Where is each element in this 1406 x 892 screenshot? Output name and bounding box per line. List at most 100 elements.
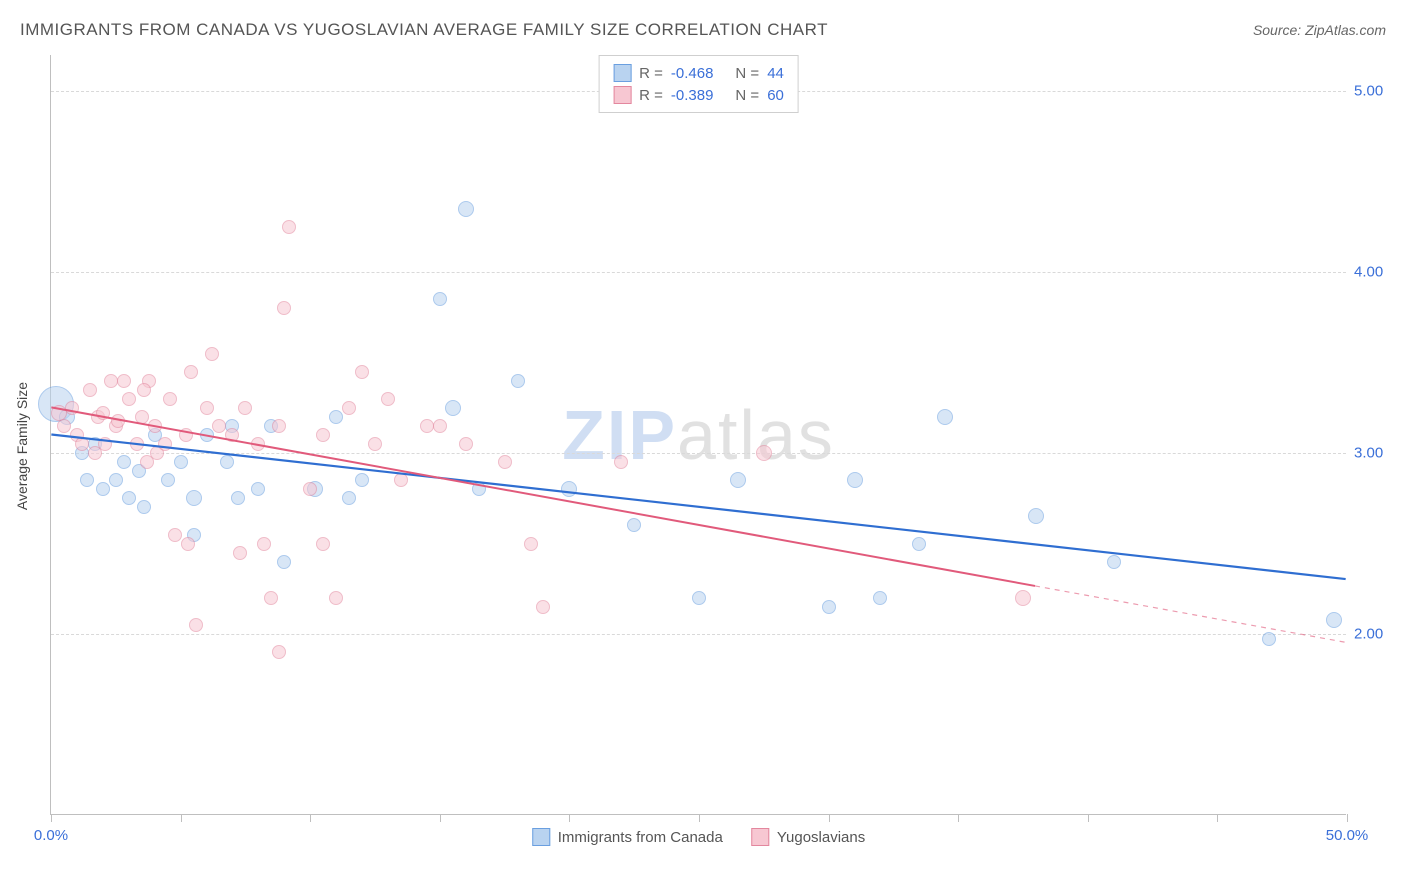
scatter-point — [205, 347, 219, 361]
title-bar: IMMIGRANTS FROM CANADA VS YUGOSLAVIAN AV… — [20, 20, 1386, 40]
scatter-point — [231, 491, 245, 505]
swatch-series-0 — [532, 828, 550, 846]
scatter-point — [238, 401, 252, 415]
scatter-point — [122, 392, 136, 406]
scatter-point — [342, 491, 356, 505]
scatter-point — [272, 645, 286, 659]
scatter-point — [272, 419, 286, 433]
scatter-point — [65, 401, 79, 415]
stat-n-value-0: 44 — [767, 65, 784, 82]
scatter-point — [168, 528, 182, 542]
watermark-light: atlas — [677, 396, 835, 474]
x-tick — [1217, 814, 1218, 822]
x-tick — [51, 814, 52, 822]
trend-lines — [51, 55, 1346, 814]
scatter-point — [498, 455, 512, 469]
scatter-point — [161, 473, 175, 487]
scatter-point — [251, 482, 265, 496]
scatter-point — [137, 500, 151, 514]
scatter-point — [98, 437, 112, 451]
stat-r-value-0: -0.468 — [671, 65, 714, 82]
scatter-point — [186, 490, 202, 506]
x-tick — [1088, 814, 1089, 822]
scatter-point — [251, 437, 265, 451]
scatter-point — [96, 406, 110, 420]
scatter-point — [381, 392, 395, 406]
stat-n-label: N = — [735, 65, 759, 82]
scatter-point — [561, 481, 577, 497]
stat-r-label: R = — [639, 87, 663, 104]
scatter-point — [137, 383, 151, 397]
scatter-point — [135, 410, 149, 424]
scatter-point — [1107, 555, 1121, 569]
bottom-legend: Immigrants from Canada Yugoslavians — [532, 828, 865, 846]
swatch-series-0 — [613, 64, 631, 82]
x-tick-label: 50.0% — [1326, 827, 1369, 844]
scatter-point — [282, 220, 296, 234]
y-tick-label: 2.00 — [1354, 626, 1402, 643]
scatter-point — [730, 472, 746, 488]
scatter-point — [181, 537, 195, 551]
scatter-point — [394, 473, 408, 487]
scatter-point — [148, 419, 162, 433]
y-tick-label: 4.00 — [1354, 264, 1402, 281]
chart-area: ZIPatlas R = -0.468 N = 44 R = -0.389 N … — [50, 55, 1346, 815]
scatter-point — [873, 591, 887, 605]
legend-item-1: Yugoslavians — [751, 828, 865, 846]
scatter-point — [257, 537, 271, 551]
x-tick — [829, 814, 830, 822]
scatter-point — [1028, 508, 1044, 524]
scatter-point — [1326, 612, 1342, 628]
scatter-point — [122, 491, 136, 505]
scatter-point — [163, 392, 177, 406]
scatter-point — [200, 428, 214, 442]
scatter-point — [75, 437, 89, 451]
scatter-point — [756, 445, 772, 461]
x-tick — [699, 814, 700, 822]
x-tick-label: 0.0% — [34, 827, 68, 844]
scatter-point — [329, 410, 343, 424]
x-tick — [569, 814, 570, 822]
swatch-series-1 — [613, 86, 631, 104]
stats-legend: R = -0.468 N = 44 R = -0.389 N = 60 — [598, 55, 799, 113]
x-tick — [310, 814, 311, 822]
scatter-point — [937, 409, 953, 425]
stats-row-0: R = -0.468 N = 44 — [613, 62, 784, 84]
scatter-point — [179, 428, 193, 442]
scatter-point — [130, 437, 144, 451]
legend-label-0: Immigrants from Canada — [558, 829, 723, 846]
scatter-point — [342, 401, 356, 415]
scatter-point — [329, 591, 343, 605]
scatter-point — [355, 365, 369, 379]
y-tick-label: 3.00 — [1354, 445, 1402, 462]
scatter-point — [96, 482, 110, 496]
scatter-point — [458, 201, 474, 217]
scatter-point — [303, 482, 317, 496]
legend-item-0: Immigrants from Canada — [532, 828, 723, 846]
scatter-point — [822, 600, 836, 614]
scatter-point — [847, 472, 863, 488]
scatter-point — [472, 482, 486, 496]
y-tick-label: 5.00 — [1354, 83, 1402, 100]
stat-r-value-1: -0.389 — [671, 87, 714, 104]
scatter-point — [189, 618, 203, 632]
chart-source: Source: ZipAtlas.com — [1253, 22, 1386, 38]
x-tick — [181, 814, 182, 822]
scatter-point — [225, 428, 239, 442]
scatter-point — [536, 600, 550, 614]
scatter-point — [368, 437, 382, 451]
scatter-point — [233, 546, 247, 560]
scatter-point — [158, 437, 172, 451]
scatter-point — [459, 437, 473, 451]
scatter-point — [445, 400, 461, 416]
scatter-point — [83, 383, 97, 397]
scatter-point — [212, 419, 226, 433]
scatter-point — [109, 473, 123, 487]
scatter-point — [316, 428, 330, 442]
scatter-point — [57, 419, 71, 433]
scatter-point — [277, 301, 291, 315]
scatter-point — [117, 374, 131, 388]
x-tick — [440, 814, 441, 822]
scatter-point — [627, 518, 641, 532]
stats-row-1: R = -0.389 N = 60 — [613, 84, 784, 106]
